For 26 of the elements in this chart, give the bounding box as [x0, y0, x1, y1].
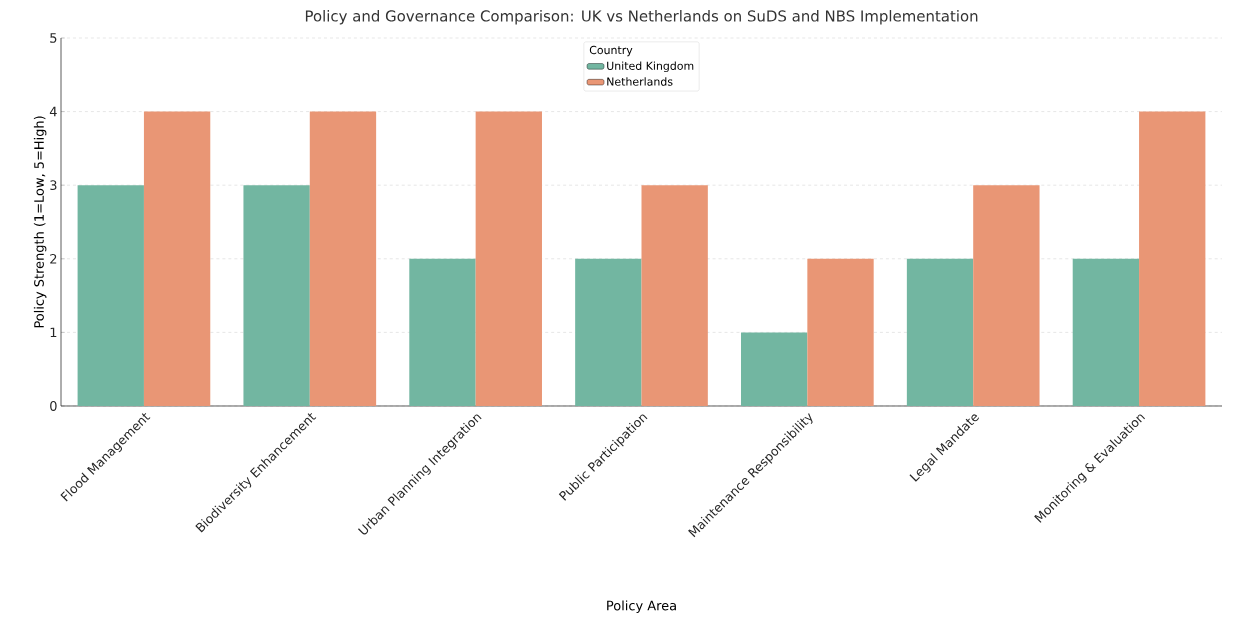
bar [243, 185, 310, 406]
y-tick-label: 2 [50, 253, 57, 264]
bar [741, 332, 808, 406]
legend-title: Country [589, 45, 633, 57]
legend-label: United Kingdom [607, 61, 694, 73]
bar [575, 258, 642, 406]
y-tick-label: 5 [50, 33, 57, 43]
legend-label: Netherlands [607, 77, 673, 86]
bar [77, 185, 144, 406]
bar [973, 185, 1040, 406]
bar [906, 258, 974, 406]
bar [1072, 258, 1140, 406]
chart-title: Policy and Governance Comparison: UK vs Netherlands on SuDS and NBS Implementation [305, 10, 978, 25]
bar [1139, 111, 1206, 406]
bar [309, 111, 377, 406]
bar [143, 111, 211, 406]
bar [807, 258, 874, 406]
x-axis-title: Policy Area [607, 600, 676, 613]
y-axis-title: Policy Strength (1=Low, 5=High) [33, 116, 47, 328]
bar [475, 111, 542, 406]
bar [409, 258, 476, 406]
y-tick-label: 3 [50, 180, 57, 191]
y-tick-label: 4 [49, 106, 57, 117]
bar [641, 185, 708, 406]
y-tick-label: 0 [50, 401, 57, 411]
y-tick-label: 1 [50, 327, 57, 338]
